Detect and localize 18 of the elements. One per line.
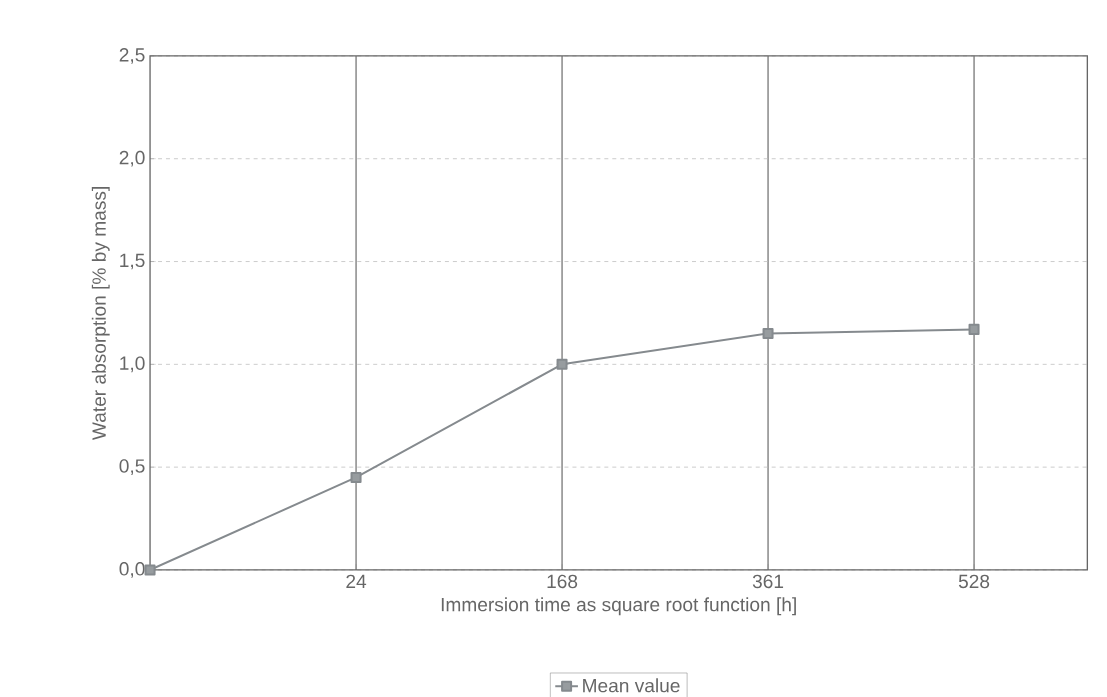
legend-label: Mean value	[583, 678, 680, 693]
x-tick-label: 528	[958, 574, 990, 589]
y-tick-label: 2,5	[119, 48, 145, 64]
point	[350, 471, 362, 483]
point	[144, 564, 156, 576]
x-tick-label: 361	[752, 574, 784, 589]
x-tick-label: 24	[346, 574, 367, 589]
x-tick-label: 168	[547, 574, 578, 589]
y-tick-label: 1,5	[120, 253, 145, 270]
point	[968, 323, 980, 335]
y-tick-label: 0,5	[119, 459, 145, 476]
y-tick-label: 2,0	[119, 150, 145, 167]
y-axis-title: Water absorption [% by mass]	[91, 187, 110, 441]
point	[556, 358, 568, 370]
y-tick-label: 1,0	[120, 356, 145, 373]
x-axis-title: Immersion time as square root function [h]	[441, 597, 796, 616]
point	[762, 328, 774, 340]
y-tick-label: 0,0	[119, 562, 145, 578]
